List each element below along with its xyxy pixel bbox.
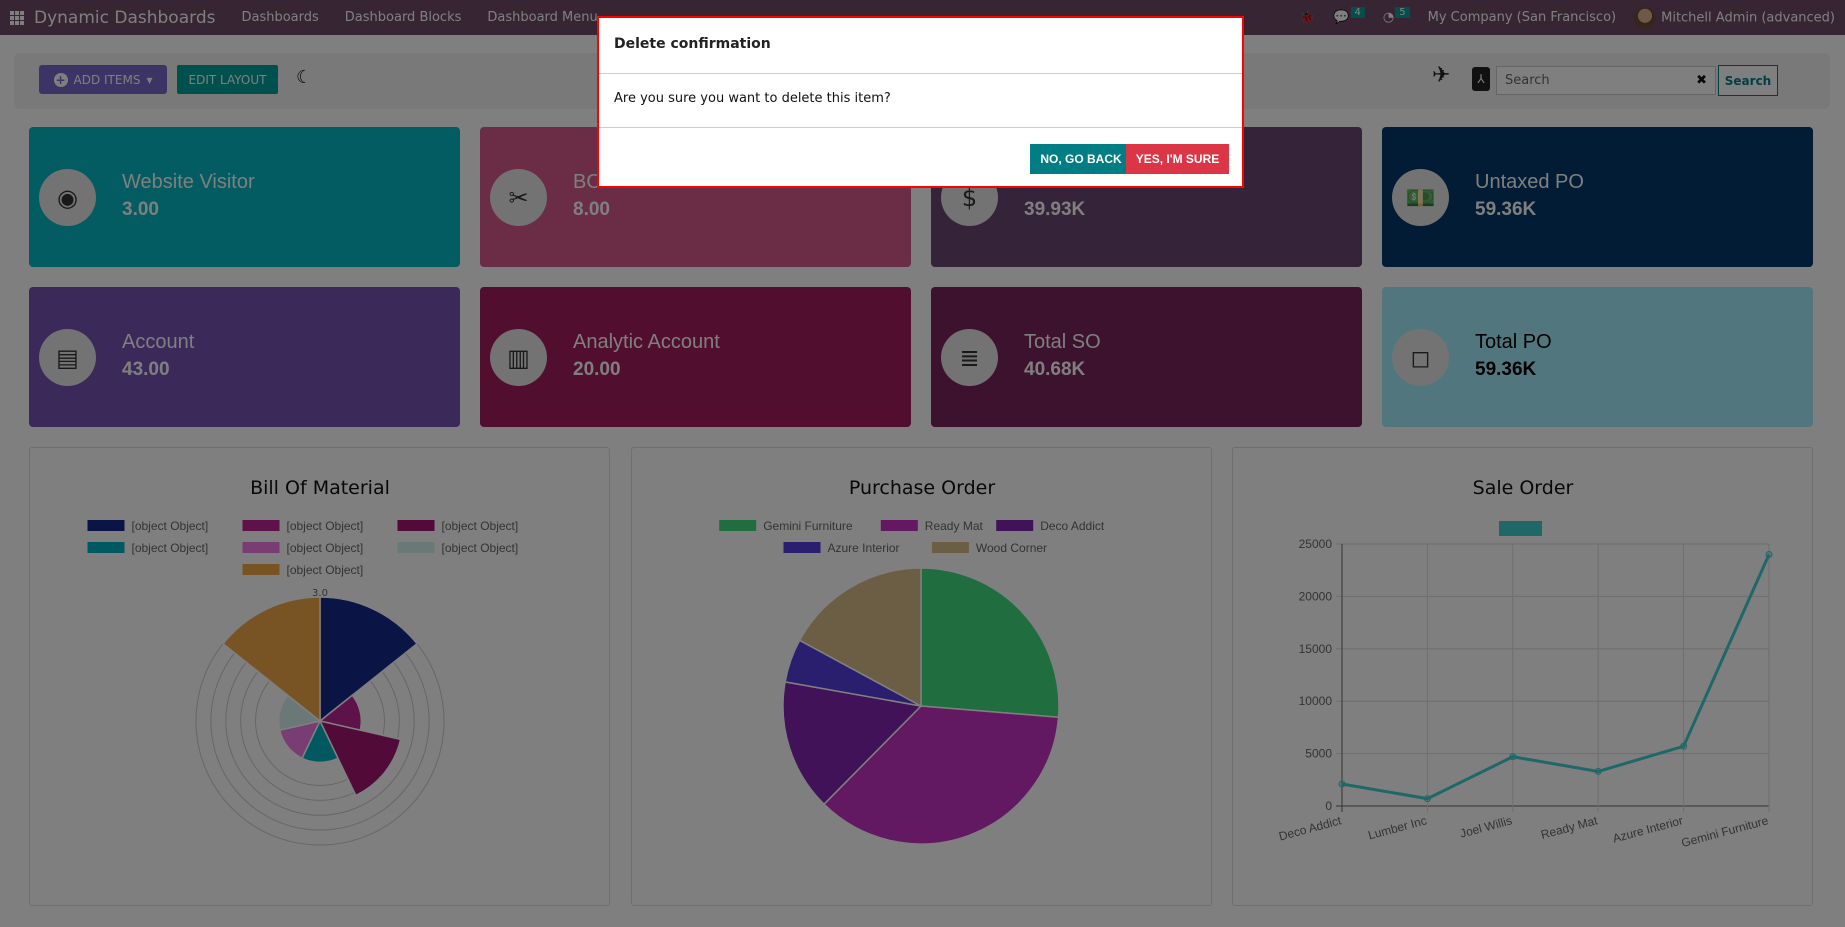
yes-im-sure-button[interactable]: YES, I'M SURE [1126,144,1229,174]
no-go-back-button[interactable]: NO, GO BACK [1030,144,1132,174]
dialog-footer: NO, GO BACK YES, I'M SURE [599,128,1242,188]
delete-confirmation-dialog: Delete confirmation Are you sure you wan… [597,16,1244,188]
dialog-title: Delete confirmation [599,18,1242,74]
dialog-message: Are you sure you want to delete this ite… [599,74,1242,128]
